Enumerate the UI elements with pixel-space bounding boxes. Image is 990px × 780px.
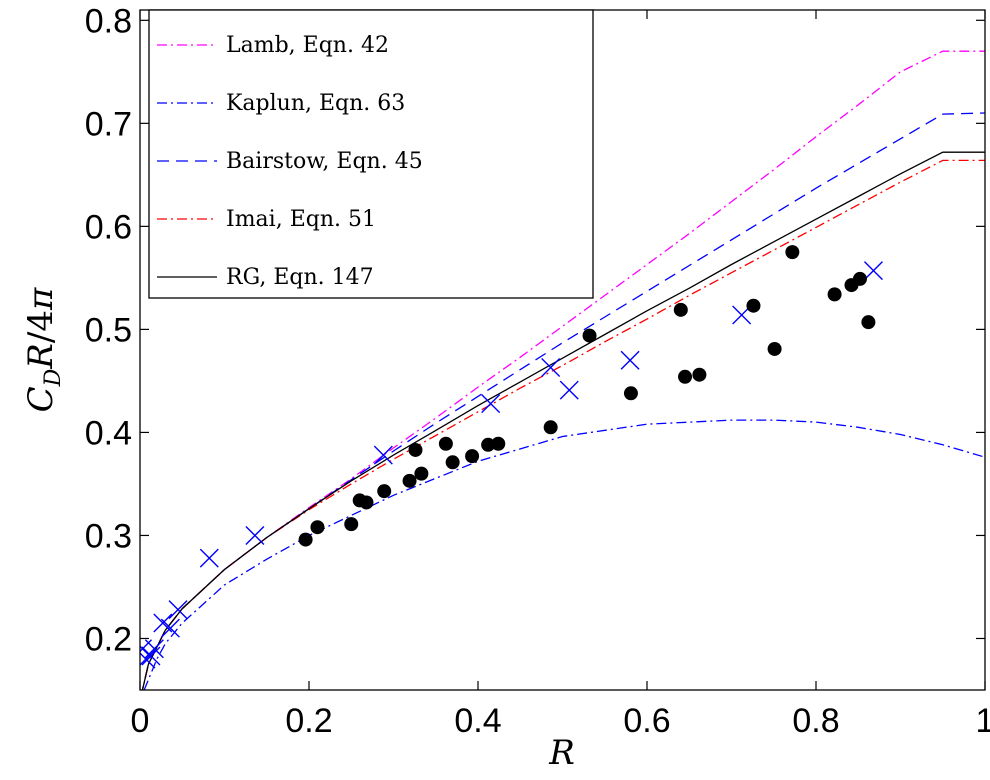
data-point-cross [620,350,640,370]
data-point-dot [673,302,688,317]
data-point-cross [373,445,393,465]
y-tick-label: 0.5 [85,311,132,349]
plot-area [140,50,985,690]
data-point-dot [491,436,506,451]
legend-label-1: Lamb, Eqn. 42 [226,33,389,58]
legend-label-2: Kaplun, Eqn. 63 [226,91,405,116]
data-point-dot [767,341,782,356]
data-point-cross [481,394,501,414]
legend-box [148,9,594,299]
data-point-cross [245,525,265,545]
data-point-dot [414,466,429,481]
series-line-4 [141,159,985,690]
y-tick-label: 0.6 [85,208,132,246]
x-tick-label: 1 [976,702,990,740]
data-point-dot [438,436,453,451]
data-point-cross [168,600,188,620]
data-point-dot [692,367,707,382]
data-point-dot [827,287,842,302]
data-point-cross [144,639,164,659]
legend-label-5: RG, Eqn. 147 [226,265,374,290]
y-tick-label: 0.7 [85,105,132,143]
y-tick-label: 0.4 [85,414,132,452]
data-markers [140,245,883,669]
data-point-cross [160,618,180,638]
data-point-dot [408,442,423,457]
x-tick-label: 0.4 [454,702,501,740]
series-line-2 [143,419,985,690]
data-point-dot [746,298,761,313]
data-point-dot [785,245,800,260]
series-line-1 [141,50,985,690]
data-point-cross [541,358,561,378]
y-axis-label: CDR/4π [21,287,66,412]
x-tick-label: 0.8 [792,702,839,740]
data-point-cross [140,649,156,669]
data-point-dot [678,369,693,384]
y-axis-ticks: 0.2 0.3 0.4 0.5 0.6 0.7 0.8 [85,2,985,658]
x-tick-label: 0 [131,702,150,740]
data-point-dot [402,473,417,488]
x-axis-label: R [548,733,575,773]
data-point-cross [559,380,579,400]
data-point-dot [310,520,325,535]
data-point-dot [623,386,638,401]
data-point-dot [377,484,392,499]
series-line-5 [141,151,985,690]
y-tick-label: 0.2 [85,620,132,658]
x-axis-ticks: 0 0.2 0.4 0.6 0.8 1 [131,10,990,740]
y-tick-label: 0.8 [85,2,132,40]
data-point-dot [481,437,496,452]
y-tick-label: 0.3 [85,517,132,555]
data-point-dot [861,315,876,330]
x-tick-label: 0.6 [623,702,670,740]
series-lines [141,50,985,690]
legend: Lamb, Eqn. 42 Kaplun, Eqn. 63 Bairstow, Eq… [148,9,594,299]
data-point-dot [543,420,558,435]
data-point-cross [863,261,883,281]
legend-label-4: Imai, Eqn. 51 [226,207,376,232]
x-tick-label: 0.2 [285,702,332,740]
data-point-dot [582,328,597,343]
data-point-cross [199,548,219,568]
legend-label-3: Bairstow, Eqn. 45 [226,149,423,174]
data-point-dot [852,271,867,286]
data-point-dot [298,532,313,547]
data-point-dot [359,495,374,510]
data-point-dot [344,517,359,532]
data-point-dot [445,455,460,470]
data-point-cross [141,646,161,666]
data-point-dot [465,449,480,464]
